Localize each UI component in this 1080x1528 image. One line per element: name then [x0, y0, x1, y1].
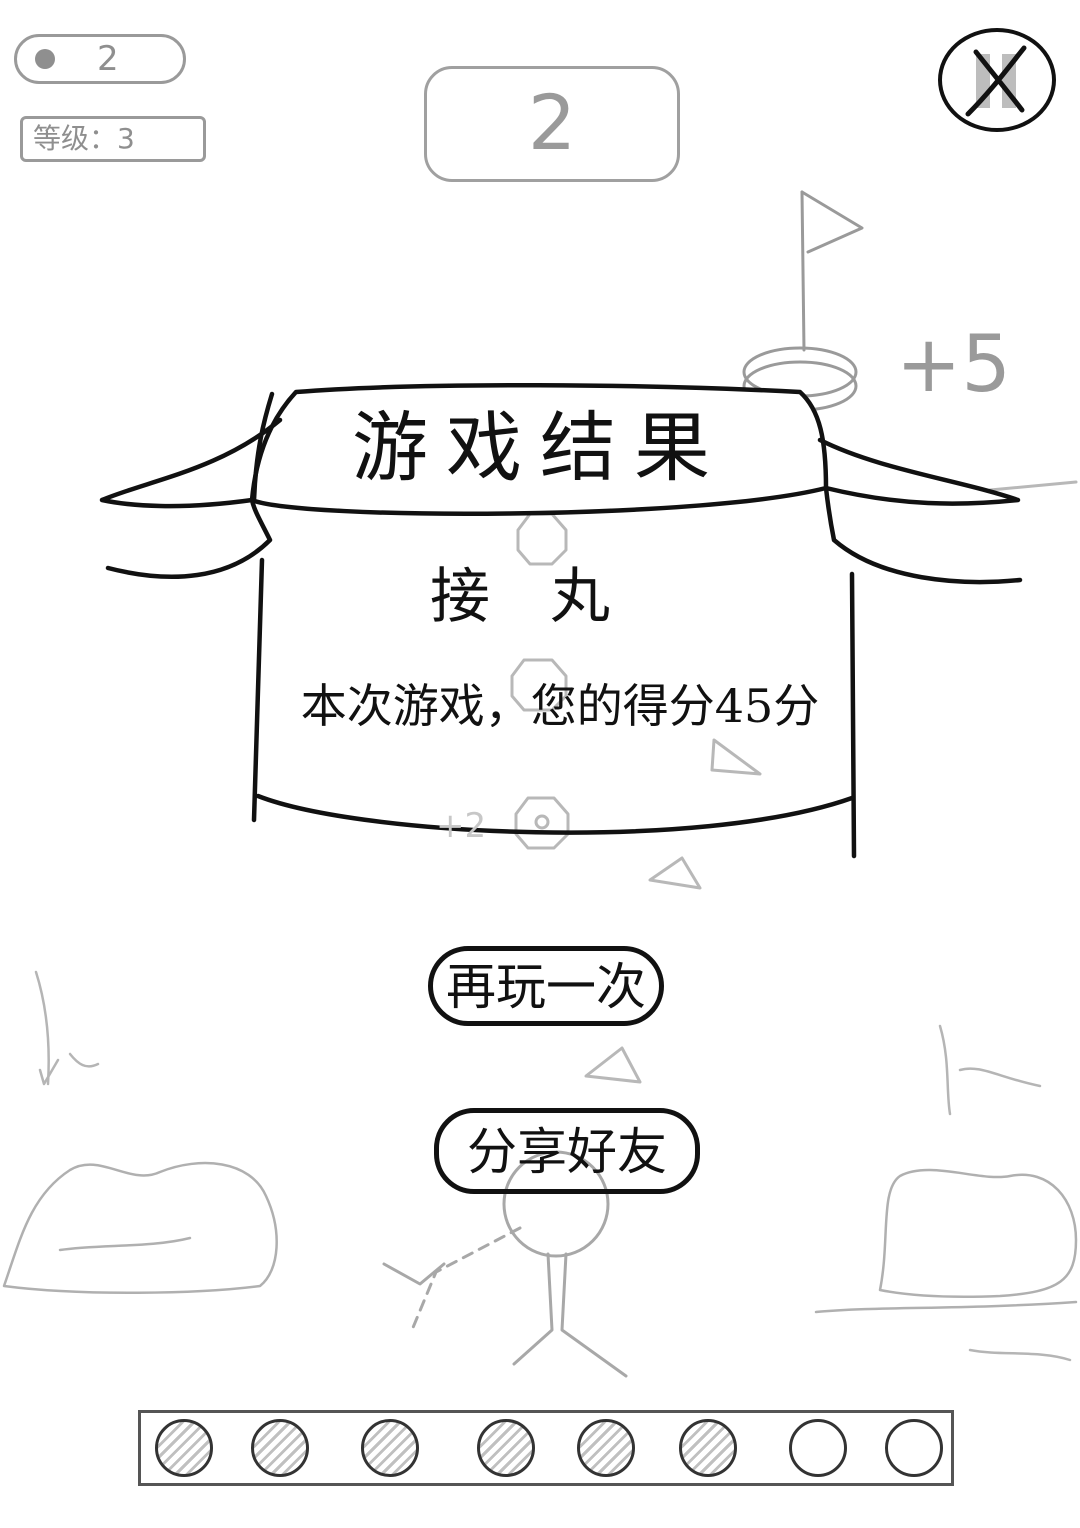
close-icon: [965, 45, 1027, 117]
close-button[interactable]: [938, 28, 1056, 132]
rock-left-icon: [2, 1161, 278, 1295]
result-banner-icon: [99, 382, 1023, 859]
tray-slot-6: [679, 1419, 737, 1477]
balls-remaining-count: 2: [97, 39, 119, 79]
share-button[interactable]: 分享好友: [434, 1108, 700, 1194]
result-score-text: 本次游戏，您的得分45分: [300, 679, 820, 733]
ball-icon: [35, 49, 55, 69]
goal-flag-icon: [742, 190, 864, 412]
level-indicator: 等级：3: [20, 116, 206, 162]
replay-button[interactable]: 再玩一次: [428, 946, 664, 1026]
tray-slot-5: [577, 1419, 635, 1477]
result-game-name: 接丸: [430, 562, 670, 632]
peg-bonus-label: +2: [436, 806, 487, 846]
tray-slot-1: [155, 1419, 213, 1477]
rock-right-icon: [814, 1168, 1078, 1314]
grass-left-icon: [34, 970, 100, 1086]
tray-slot-2: [251, 1419, 309, 1477]
flag-bonus-label: +5: [896, 320, 1011, 410]
grass-right-icon: [938, 1024, 1072, 1362]
current-score: 2: [424, 66, 680, 182]
result-title: 游戏结果: [352, 403, 728, 492]
tray-slot-3: [361, 1419, 419, 1477]
tray-slot-7: [789, 1419, 847, 1477]
peg-icons: [510, 480, 1078, 1084]
tray-slot-8: [885, 1419, 943, 1477]
balls-remaining-pill: 2: [14, 34, 186, 84]
tray-slot-4: [477, 1419, 535, 1477]
ball-tray: [138, 1410, 954, 1486]
launcher-icon: [382, 1150, 628, 1378]
